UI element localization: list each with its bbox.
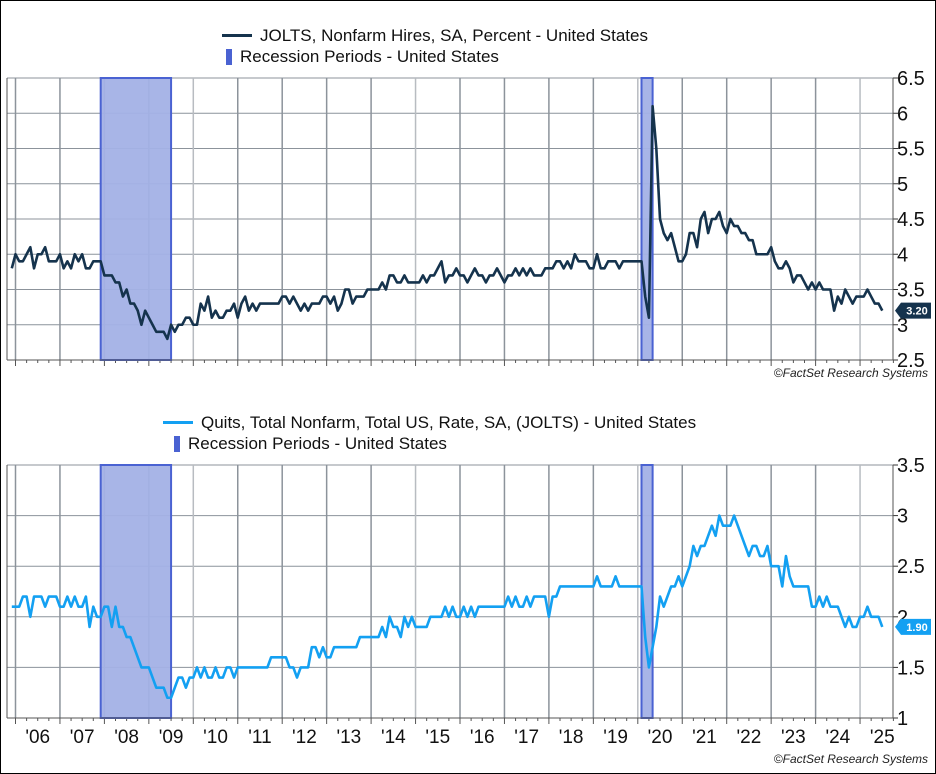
y-tick-label: 2 (897, 607, 908, 629)
y-tick-label: 3 (897, 506, 908, 528)
y-tick-label: 4 (897, 244, 908, 266)
x-tick-label: '16 (470, 727, 495, 748)
x-tick-label: '12 (292, 727, 317, 748)
legend-label: JOLTS, Nonfarm Hires, SA, Percent - Unit… (260, 25, 648, 45)
x-tick-label: '13 (336, 727, 361, 748)
y-tick-label: 5 (897, 174, 908, 196)
legend-item-recession: Recession Periods - United States (163, 433, 696, 454)
legend-item-hires: JOLTS, Nonfarm Hires, SA, Percent - Unit… (222, 25, 648, 46)
y-tick-label: 1.5 (897, 657, 925, 679)
x-tick-label: '06 (25, 727, 50, 748)
x-tick-label: '14 (381, 727, 406, 748)
copyright-bottom: ©FactSet Research Systems (773, 752, 928, 766)
legend-top: JOLTS, Nonfarm Hires, SA, Percent - Unit… (222, 25, 648, 67)
legend-label: Recession Periods - United States (188, 433, 447, 453)
x-tick-label: '17 (514, 727, 539, 748)
x-tick-label: '20 (648, 727, 673, 748)
x-tick-label: '15 (425, 727, 450, 748)
legend-bottom: Quits, Total Nonfarm, Total US, Rate, SA… (163, 412, 696, 454)
y-tick-label: 2.5 (897, 350, 925, 372)
bar-swatch-icon (174, 435, 180, 452)
copyright-top: ©FactSet Research Systems (773, 366, 928, 380)
y-tick-label: 3.5 (897, 280, 925, 302)
x-tick-label: '21 (692, 727, 717, 748)
y-tick-label: 6.5 (897, 68, 925, 90)
bar-swatch-icon (226, 48, 232, 65)
y-tick-label: 4.5 (897, 209, 925, 231)
x-tick-label: '25 (870, 727, 895, 748)
y-tick-label: 6 (897, 103, 908, 125)
x-tick-label: '22 (737, 727, 762, 748)
line-swatch-icon (163, 421, 193, 424)
y-tick-label: 1 (897, 708, 908, 730)
series-line (11, 514, 884, 700)
recession-band (99, 77, 173, 361)
recession-band (99, 464, 173, 719)
line-swatch-icon (222, 34, 252, 37)
last-value-badge (895, 302, 931, 319)
y-tick-label: 5.5 (897, 139, 925, 161)
x-tick-label: '11 (248, 727, 271, 748)
x-tick-label: '07 (70, 727, 95, 748)
legend-item-recession: Recession Periods - United States (222, 46, 648, 67)
x-tick-label: '10 (203, 727, 228, 748)
y-tick-label: 3.5 (897, 455, 925, 477)
legend-item-quits: Quits, Total Nonfarm, Total US, Rate, SA… (163, 412, 696, 433)
last-value-label: 3.20 (906, 306, 927, 318)
y-tick-label: 3 (897, 315, 908, 337)
legend-label: Recession Periods - United States (240, 46, 499, 66)
legend-label: Quits, Total Nonfarm, Total US, Rate, SA… (201, 412, 697, 432)
x-tick-label: '23 (781, 727, 806, 748)
x-tick-label: '18 (559, 727, 584, 748)
series-line (10, 104, 884, 341)
last-value-label: 1.90 (906, 622, 927, 634)
x-tick-label: '24 (825, 727, 850, 748)
x-tick-label: '08 (114, 727, 139, 748)
x-tick-label: '19 (603, 727, 628, 748)
last-value-badge (895, 618, 931, 635)
x-tick-label: '09 (159, 727, 184, 748)
y-tick-label: 2.5 (897, 556, 925, 578)
